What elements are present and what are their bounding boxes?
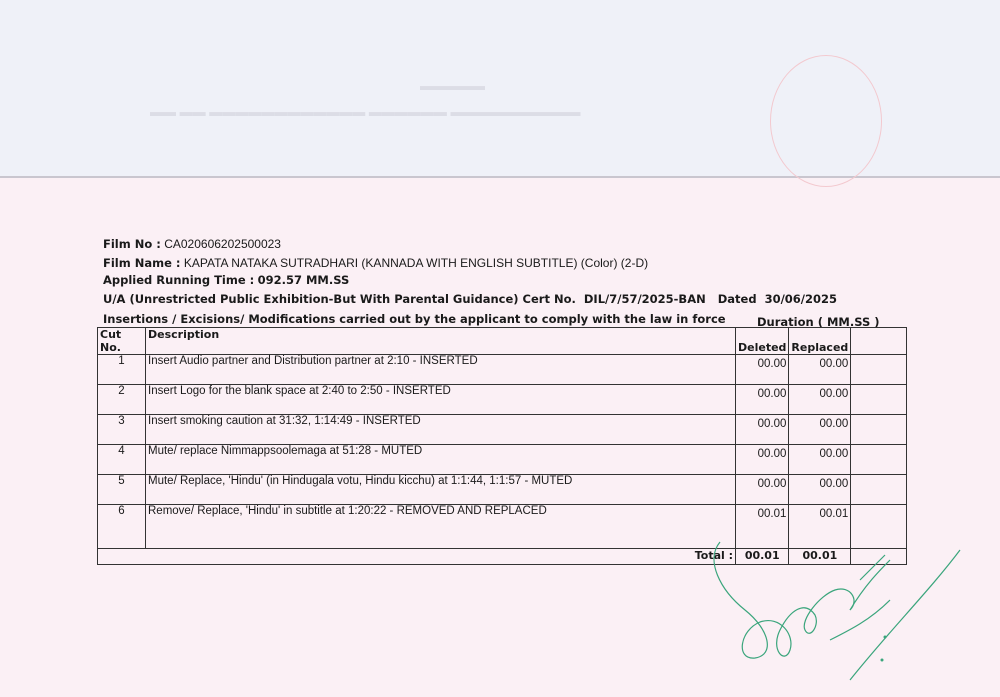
- empty-cell: [850, 474, 908, 505]
- replaced: 00.00: [788, 444, 852, 475]
- cut-no: 6: [97, 504, 146, 549]
- film-no-value: CA020606202500023: [164, 237, 281, 251]
- table-row: 3 Insert smoking caution at 31:32, 1:14:…: [97, 414, 908, 445]
- empty-cell: [850, 414, 908, 445]
- film-no-label: Film No :: [103, 237, 161, 251]
- table-row: 4 Mute/ replace Nimmappsoolemaga at 51:2…: [97, 444, 908, 475]
- empty-cell: [850, 548, 908, 565]
- empty-cell: [850, 384, 908, 415]
- table-row: 1 Insert Audio partner and Distribution …: [97, 354, 908, 385]
- replaced: 00.00: [788, 354, 852, 385]
- description: Insert smoking caution at 31:32, 1:14:49…: [145, 414, 736, 445]
- section-title: Insertions / Excisions/ Modifications ca…: [103, 312, 726, 326]
- replaced: 00.00: [788, 384, 852, 415]
- deleted: 00.00: [734, 414, 790, 445]
- duration-label: Duration ( MM.SS ): [757, 315, 880, 329]
- header-empty: [850, 327, 908, 355]
- faint-stamp: [770, 55, 882, 187]
- description: Insert Audio partner and Distribution pa…: [145, 354, 736, 385]
- description: Mute/ replace Nimmappsoolemaga at 51:28 …: [145, 444, 736, 475]
- film-name-line: Film Name : KAPATA NATAKA SUTRADHARI (KA…: [103, 256, 648, 270]
- table-header: Cut No. Description Deleted Replaced: [97, 327, 908, 355]
- modifications-table: Cut No. Description Deleted Replaced 1 I…: [97, 327, 908, 565]
- previous-page-overlap: ▬▬▬▬▬ ▬▬ ▬▬ ▬▬▬▬▬▬▬▬▬▬▬▬ ▬▬▬▬▬▬ ▬▬▬▬▬▬▬▬…: [0, 0, 1000, 187]
- running-time-label: Applied Running Time :: [103, 273, 255, 287]
- running-time-line: Applied Running Time : 092.57 MM.SS: [103, 273, 349, 287]
- deleted: 00.00: [734, 384, 790, 415]
- faint-bleedthrough-text: ▬▬▬▬▬: [420, 78, 485, 93]
- table-row: 5 Mute/ Replace, 'Hindu' (in Hindugala v…: [97, 474, 908, 505]
- header-description: Description: [145, 327, 736, 355]
- total-replaced: 00.01: [788, 548, 852, 565]
- dated-label: Dated: [717, 292, 757, 306]
- certificate-date: 30/06/2025: [764, 292, 838, 306]
- replaced: 00.00: [788, 414, 852, 445]
- signature: [713, 541, 961, 681]
- cut-no: 5: [97, 474, 146, 505]
- empty-cell: [850, 354, 908, 385]
- description: Mute/ Replace, 'Hindu' (in Hindugala vot…: [145, 474, 736, 505]
- cut-no: 1: [97, 354, 146, 385]
- film-name-label: Film Name :: [103, 256, 181, 270]
- deleted: 00.00: [734, 474, 790, 505]
- description: Insert Logo for the blank space at 2:40 …: [145, 384, 736, 415]
- deleted: 00.00: [734, 444, 790, 475]
- total-deleted: 00.01: [734, 548, 790, 565]
- cut-no: 2: [97, 384, 146, 415]
- header-deleted: Deleted: [734, 327, 790, 355]
- replaced: 00.00: [788, 474, 852, 505]
- film-no-line: Film No : CA020606202500023: [103, 237, 281, 251]
- table-row: 2 Insert Logo for the blank space at 2:4…: [97, 384, 908, 415]
- total-row: Total : 00.01 00.01: [97, 548, 908, 565]
- faint-bleedthrough-text: ▬▬ ▬▬ ▬▬▬▬▬▬▬▬▬▬▬▬ ▬▬▬▬▬▬ ▬▬▬▬▬▬▬▬▬▬: [150, 104, 581, 119]
- deleted: 00.01: [734, 504, 790, 549]
- empty-cell: [850, 444, 908, 475]
- description: Remove/ Replace, 'Hindu' in subtitle at …: [145, 504, 736, 549]
- table-row: 6 Remove/ Replace, 'Hindu' in subtitle a…: [97, 504, 908, 549]
- total-label: Total :: [97, 548, 736, 565]
- film-name-value: KAPATA NATAKA SUTRADHARI (KANNADA WITH E…: [183, 256, 649, 270]
- cut-no: 4: [97, 444, 146, 475]
- certificate-category: U/A (Unrestricted Public Exhibition-But …: [103, 292, 576, 306]
- cut-no: 3: [97, 414, 146, 445]
- deleted: 00.00: [734, 354, 790, 385]
- header-replaced: Replaced: [788, 327, 852, 355]
- certificate-line: U/A (Unrestricted Public Exhibition-But …: [103, 292, 837, 306]
- certificate-number: DIL/7/57/2025-BAN: [583, 292, 706, 306]
- header-cut-no: Cut No.: [97, 327, 146, 355]
- running-time-value: 092.57 MM.SS: [257, 273, 350, 287]
